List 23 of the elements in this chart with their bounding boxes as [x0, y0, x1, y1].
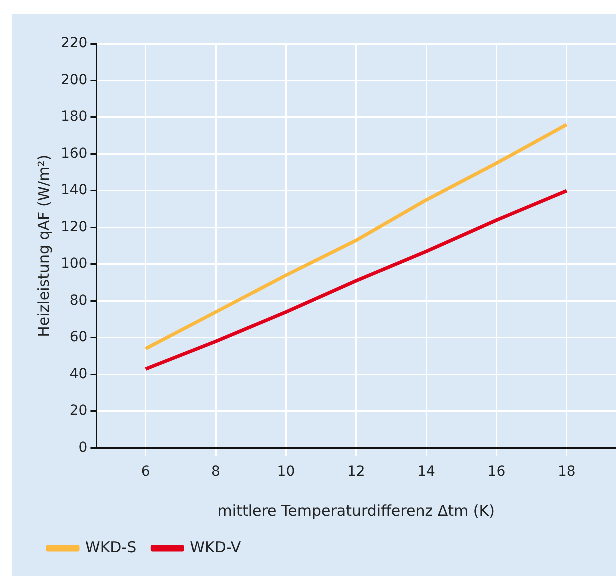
- x-tick-label: 16: [488, 464, 506, 480]
- y-tick-label: 20: [70, 403, 88, 420]
- y-tick-label: 160: [60, 146, 88, 162]
- y-tick-label: 40: [70, 366, 88, 382]
- x-tick-label: 8: [212, 464, 220, 480]
- y-tick-label: 0: [78, 440, 88, 456]
- y-tick-label: 100: [60, 256, 88, 272]
- legend-label: WKD-S: [86, 538, 137, 556]
- x-axis-title: mittlere Temperaturdifferenz Δtm (K): [218, 502, 495, 520]
- y-tick-label: 80: [70, 292, 88, 309]
- y-tick-label: 180: [60, 109, 88, 126]
- y-tick-label: 140: [60, 182, 88, 199]
- legend-label: WKD-V: [190, 538, 242, 556]
- x-tick-label: 10: [277, 464, 296, 480]
- y-tick-label: 220: [60, 36, 88, 52]
- x-tick-label: 18: [558, 464, 576, 480]
- x-tick-label: 6: [141, 464, 150, 480]
- x-tick-label: 14: [418, 464, 436, 480]
- y-tick-label: 60: [70, 330, 88, 346]
- y-axis-title: Heizleistung qAF (W/m²): [34, 154, 53, 338]
- y-tick-label: 120: [60, 219, 88, 236]
- y-tick-label: 200: [60, 72, 88, 88]
- x-tick-label: 12: [347, 464, 366, 480]
